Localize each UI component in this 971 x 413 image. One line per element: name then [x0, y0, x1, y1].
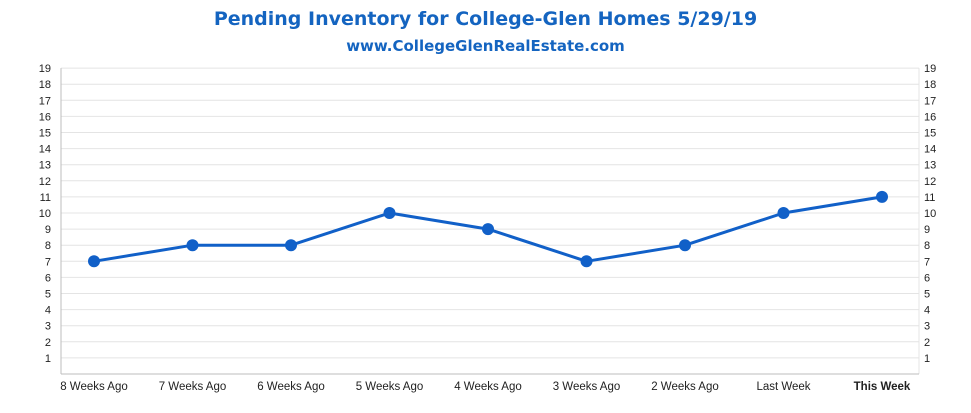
axes — [60, 68, 920, 375]
y-tick-label-left: 19 — [39, 63, 51, 75]
x-tick-label: 7 Weeks Ago — [159, 381, 227, 393]
y-tick-label-right: 8 — [924, 240, 930, 252]
data-point — [777, 207, 790, 219]
y-tick-label-right: 9 — [924, 224, 930, 236]
y-tick-label-left: 8 — [45, 240, 51, 252]
data-point — [580, 255, 593, 268]
y-tick-label-right: 17 — [924, 95, 936, 107]
y-tick-label-right: 12 — [924, 176, 936, 188]
y-tick-label-left: 9 — [45, 224, 51, 236]
y-tick-label-right: 11 — [924, 192, 935, 204]
y-tick-label-right: 4 — [924, 305, 930, 317]
x-tick-label: 3 Weeks Ago — [553, 381, 621, 393]
chart-title: Pending Inventory for College-Glen Homes… — [213, 8, 758, 30]
y-tick-label-left: 18 — [39, 79, 51, 91]
data-point — [383, 207, 396, 219]
grid-lines — [61, 67, 919, 359]
data-point — [88, 255, 100, 268]
series-layer — [88, 190, 888, 268]
y-tick-label-right: 19 — [924, 63, 936, 75]
x-tick-label: 5 Weeks Ago — [356, 381, 424, 393]
y-tick-label-left: 15 — [39, 128, 51, 140]
x-tick-label: Last Week — [756, 381, 810, 393]
y-tick-label-left: 7 — [45, 256, 51, 268]
x-tick-label: 4 Weeks Ago — [454, 381, 522, 393]
y-tick-label-left: 14 — [39, 144, 51, 156]
y-tick-label-right: 13 — [924, 160, 936, 172]
y-tick-label-right: 16 — [924, 111, 936, 123]
data-point — [482, 223, 494, 236]
data-point — [876, 190, 888, 203]
y-tick-label-left: 10 — [39, 208, 51, 220]
data-point — [679, 239, 691, 252]
y-tick-label-right: 7 — [924, 256, 930, 268]
y-tick-label-right: 1 — [924, 353, 930, 365]
y-tick-label-left: 2 — [45, 337, 51, 349]
y-tick-label-right: 3 — [924, 321, 930, 333]
y-tick-label-left: 11 — [40, 192, 51, 204]
y-tick-label-left: 4 — [45, 305, 51, 317]
y-tick-label-left: 1 — [45, 353, 51, 365]
y-tick-label-left: 16 — [39, 111, 51, 123]
y-tick-label-right: 15 — [924, 128, 936, 140]
y-tick-label-right: 14 — [924, 144, 936, 156]
x-tick-label: 8 Weeks Ago — [60, 381, 128, 393]
y-tick-label-left: 17 — [39, 95, 51, 107]
y-tick-label-left: 3 — [45, 321, 51, 333]
data-point — [186, 239, 199, 252]
x-tick-label: 6 Weeks Ago — [257, 381, 325, 393]
x-tick-label: This Week — [854, 381, 911, 393]
y-tick-label-right: 2 — [924, 337, 930, 349]
chart-subtitle: www.CollegeGlenRealEstate.com — [346, 37, 625, 55]
y-tick-label-left: 12 — [39, 176, 51, 188]
y-tick-label-left: 13 — [39, 160, 51, 172]
y-tick-label-right: 6 — [924, 272, 930, 284]
y-tick-label-left: 6 — [45, 272, 51, 284]
y-tick-label-left: 5 — [45, 289, 51, 301]
y-tick-label-right: 10 — [924, 208, 936, 220]
y-tick-label-right: 18 — [924, 79, 936, 91]
x-axis-ticks: 8 Weeks Ago 7 Weeks Ago 6 Weeks Ago 5 Weeks… — [60, 381, 911, 393]
y-tick-label-right: 5 — [924, 289, 930, 301]
x-tick-label: 2 Weeks Ago — [651, 381, 719, 393]
data-point — [285, 239, 297, 252]
